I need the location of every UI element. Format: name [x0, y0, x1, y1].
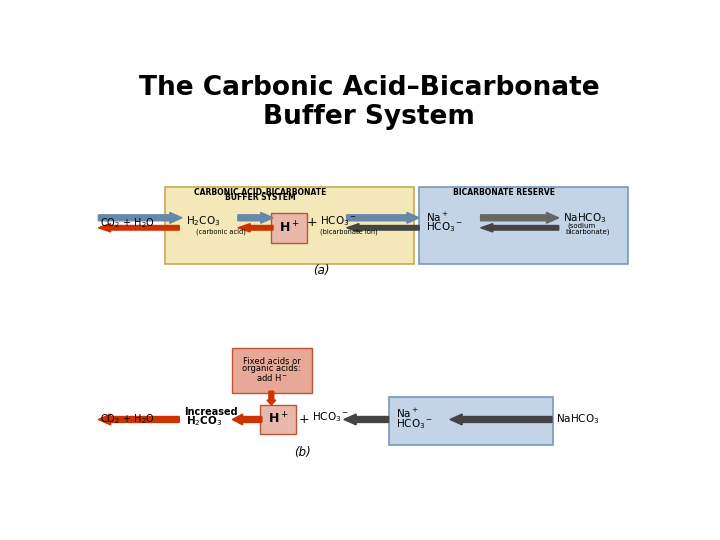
Polygon shape	[238, 212, 273, 223]
Text: NaHCO$_3$: NaHCO$_3$	[556, 413, 600, 427]
Text: CO$_2$ + H$_2$O: CO$_2$ + H$_2$O	[100, 216, 155, 229]
Text: H$_2$CO$_3$: H$_2$CO$_3$	[186, 415, 222, 428]
Polygon shape	[233, 414, 262, 425]
Text: Buffer System: Buffer System	[263, 104, 475, 130]
Text: NaHCO$_3$: NaHCO$_3$	[562, 211, 606, 225]
Text: +: +	[307, 217, 318, 230]
Polygon shape	[267, 391, 276, 405]
Text: HCO$_3$$^-$: HCO$_3$$^-$	[320, 214, 357, 228]
Text: Na$^+$: Na$^+$	[426, 211, 449, 224]
Text: CARBONIC ACID–BICARBONATE: CARBONIC ACID–BICARBONATE	[194, 188, 326, 197]
Text: bicarbonate): bicarbonate)	[565, 229, 610, 235]
Text: (carbonic acid): (carbonic acid)	[196, 229, 246, 235]
Polygon shape	[238, 224, 273, 232]
Text: HCO$_3$$^-$: HCO$_3$$^-$	[312, 410, 348, 424]
Text: H$^+$: H$^+$	[279, 220, 300, 235]
Text: HCO$_3$$^-$: HCO$_3$$^-$	[426, 220, 463, 234]
Text: organic acids:: organic acids:	[243, 364, 301, 373]
Text: +: +	[299, 413, 310, 426]
Text: add H$^-$: add H$^-$	[256, 372, 288, 382]
Polygon shape	[347, 212, 419, 223]
Polygon shape	[481, 224, 559, 232]
Polygon shape	[344, 414, 389, 425]
Polygon shape	[99, 414, 179, 425]
Polygon shape	[99, 224, 179, 232]
Text: Fixed acids or: Fixed acids or	[243, 357, 300, 366]
Text: (bicarbonate ion): (bicarbonate ion)	[320, 229, 378, 235]
Text: Increased: Increased	[184, 407, 238, 417]
Text: BICARBONATE RESERVE: BICARBONATE RESERVE	[453, 188, 555, 197]
Text: BUFFER SYSTEM: BUFFER SYSTEM	[225, 193, 296, 202]
Text: The Carbonic Acid–Bicarbonate: The Carbonic Acid–Bicarbonate	[139, 75, 599, 100]
Text: (sodium: (sodium	[567, 223, 595, 230]
Text: H$^+$: H$^+$	[268, 411, 289, 427]
Polygon shape	[347, 224, 419, 232]
Polygon shape	[99, 212, 182, 223]
FancyBboxPatch shape	[419, 187, 629, 265]
FancyBboxPatch shape	[271, 213, 307, 243]
FancyBboxPatch shape	[389, 397, 553, 446]
FancyBboxPatch shape	[166, 187, 414, 265]
Text: (a): (a)	[313, 264, 330, 277]
FancyBboxPatch shape	[232, 348, 312, 393]
Text: CO$_2$ + H$_2$O: CO$_2$ + H$_2$O	[100, 413, 155, 427]
Text: H$_2$CO$_3$: H$_2$CO$_3$	[186, 214, 220, 228]
Text: HCO$_3$$^-$: HCO$_3$$^-$	[396, 417, 433, 430]
Text: (b): (b)	[294, 446, 310, 459]
FancyBboxPatch shape	[260, 404, 296, 434]
Polygon shape	[481, 212, 559, 223]
Text: Na$^+$: Na$^+$	[396, 407, 419, 420]
Polygon shape	[450, 414, 552, 425]
